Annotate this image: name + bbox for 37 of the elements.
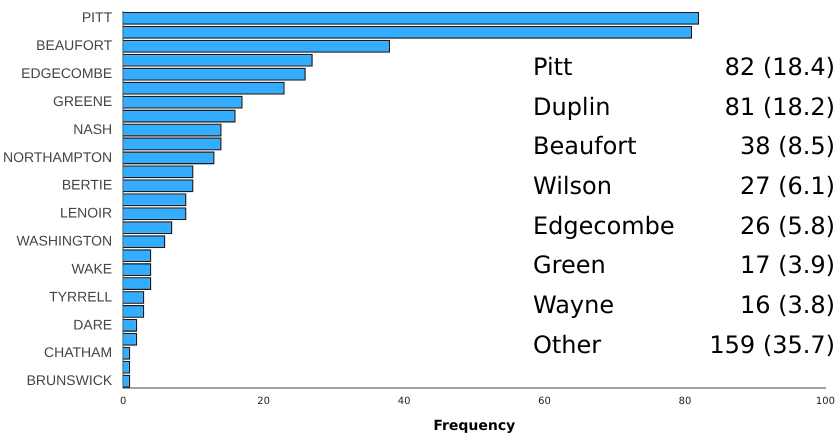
annotation: Green bbox=[533, 250, 606, 282]
y-tick-label: TYRRELL bbox=[49, 288, 112, 304]
y-tick-label: BERTIE bbox=[62, 176, 112, 193]
annotation: 38 (8.5) bbox=[740, 131, 835, 162]
y-tick-label: LENOIR bbox=[60, 204, 112, 221]
y-tick-label: EDGECOMBE bbox=[21, 65, 112, 82]
y-tick-label: NORTHAMPTON bbox=[3, 148, 112, 165]
annotation: 26 (5.8) bbox=[740, 210, 835, 242]
y-tick-label: PITT bbox=[82, 9, 113, 26]
y-tick-label: GREENE bbox=[53, 92, 112, 109]
annotation: Wayne bbox=[533, 290, 614, 322]
annotation: Other bbox=[533, 330, 602, 361]
annotation: 27 (6.1) bbox=[740, 171, 835, 202]
x-tick-label: 20 bbox=[257, 396, 270, 407]
x-axis-title: Frequency bbox=[433, 418, 516, 434]
annotation: 16 (3.8) bbox=[740, 290, 835, 322]
x-tick-label: 100 bbox=[816, 396, 836, 407]
annotation: Beaufort bbox=[533, 131, 637, 162]
y-tick-label: BRUNSWICK bbox=[26, 372, 113, 388]
x-tick-label: 60 bbox=[538, 396, 551, 407]
annotation: 81 (18.2) bbox=[724, 92, 835, 123]
x-tick-label: 80 bbox=[678, 396, 692, 407]
y-tick-label: CHATHAM bbox=[44, 344, 112, 360]
annotation: 17 (3.9) bbox=[740, 250, 835, 282]
annotation: Duplin bbox=[533, 92, 610, 123]
annotation: Pitt bbox=[533, 52, 572, 83]
y-tick-label: WASHINGTON bbox=[16, 232, 112, 249]
annotation: Edgecombe bbox=[533, 210, 675, 242]
y-tick-label: WAKE bbox=[71, 260, 112, 276]
x-tick-label: 40 bbox=[398, 396, 410, 407]
y-tick-label: BEAUFORT bbox=[36, 37, 113, 54]
annotation: 82 (18.4) bbox=[724, 52, 835, 83]
x-tick-label: 0 bbox=[120, 396, 126, 407]
y-tick-label: DARE bbox=[73, 316, 112, 332]
annotation: 159 (35.7) bbox=[709, 330, 835, 361]
annotation: Wilson bbox=[533, 171, 612, 202]
y-tick-label: NASH bbox=[73, 120, 112, 137]
